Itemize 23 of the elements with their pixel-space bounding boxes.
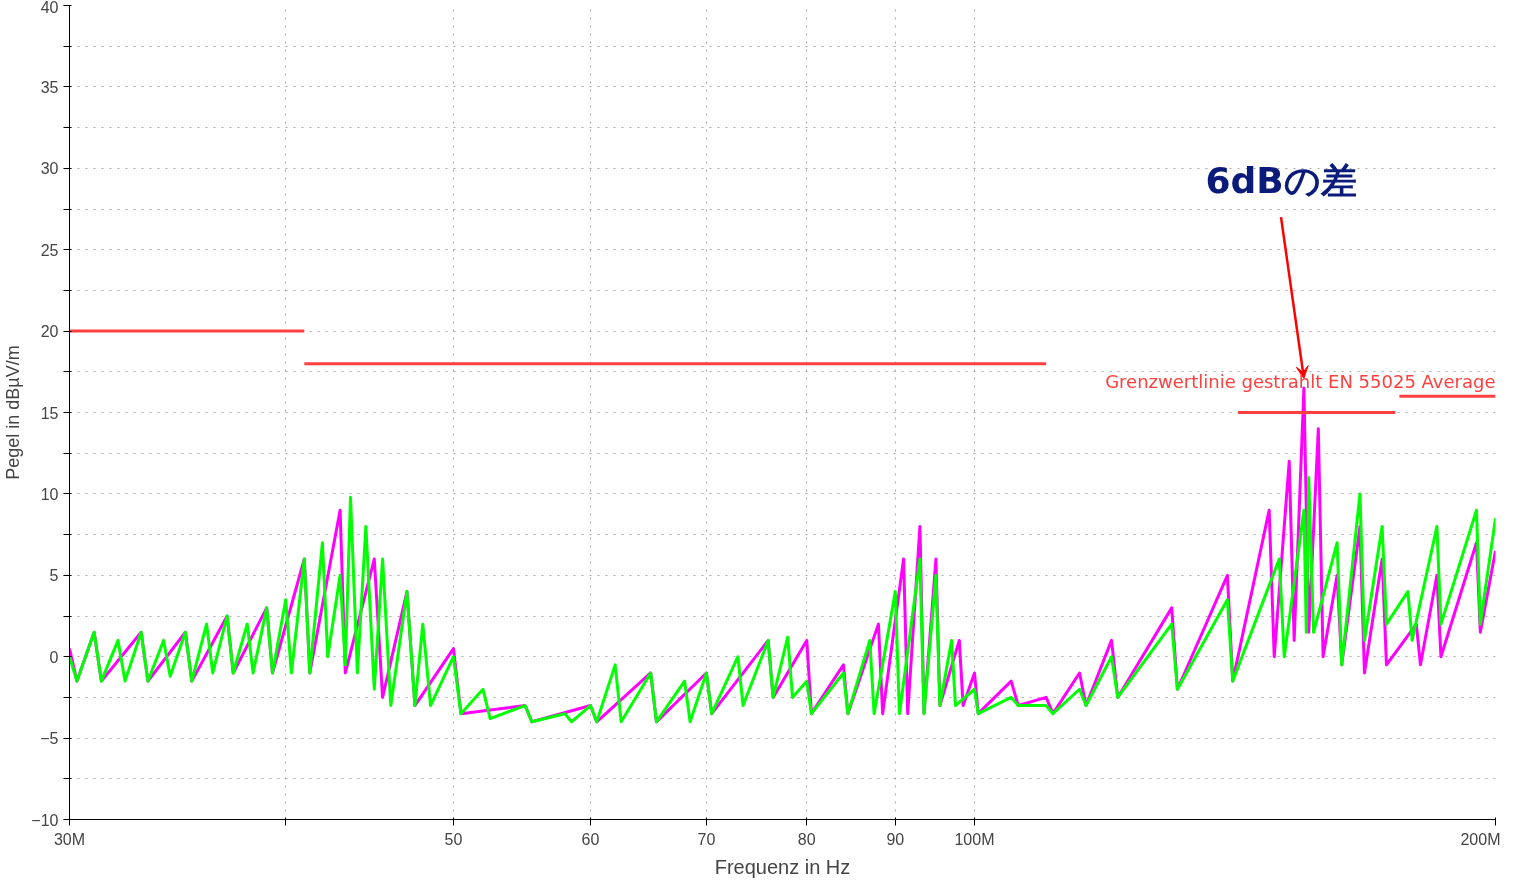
x-tick-label: 70 bbox=[697, 830, 716, 848]
y-tick-label: 25 bbox=[40, 241, 59, 259]
x-tick-label: 200M bbox=[1460, 830, 1501, 848]
y-tick-label: 30 bbox=[40, 160, 59, 178]
annotation: Grenzwertlinie gestrahlt EN 55025 Average bbox=[1105, 371, 1496, 393]
x-tick-label: 90 bbox=[886, 830, 905, 848]
x-tick-label: 30M bbox=[53, 830, 86, 848]
y-tick-label: 5 bbox=[49, 567, 59, 585]
y-tick-label: 20 bbox=[40, 323, 59, 341]
x-tick-label: 80 bbox=[797, 830, 816, 848]
y-tick-label: −5 bbox=[40, 730, 59, 748]
y-tick-label: 35 bbox=[40, 78, 59, 96]
x-tick-label: 60 bbox=[581, 830, 600, 848]
y-tick-label: 15 bbox=[40, 404, 59, 422]
annotation: 6dBの差 bbox=[1205, 159, 1357, 201]
y-tick-label: 10 bbox=[40, 485, 59, 503]
y-tick-label: −10 bbox=[31, 811, 59, 829]
y-tick-label: 40 bbox=[40, 0, 59, 16]
y-tick-label: 0 bbox=[49, 648, 59, 666]
x-tick-label: 100M bbox=[954, 830, 995, 848]
x-tick-label: 50 bbox=[444, 830, 463, 848]
x-axis-title: Frequenz in Hz bbox=[714, 855, 851, 878]
y-axis-title: Pegel in dBµV/m bbox=[3, 345, 24, 480]
